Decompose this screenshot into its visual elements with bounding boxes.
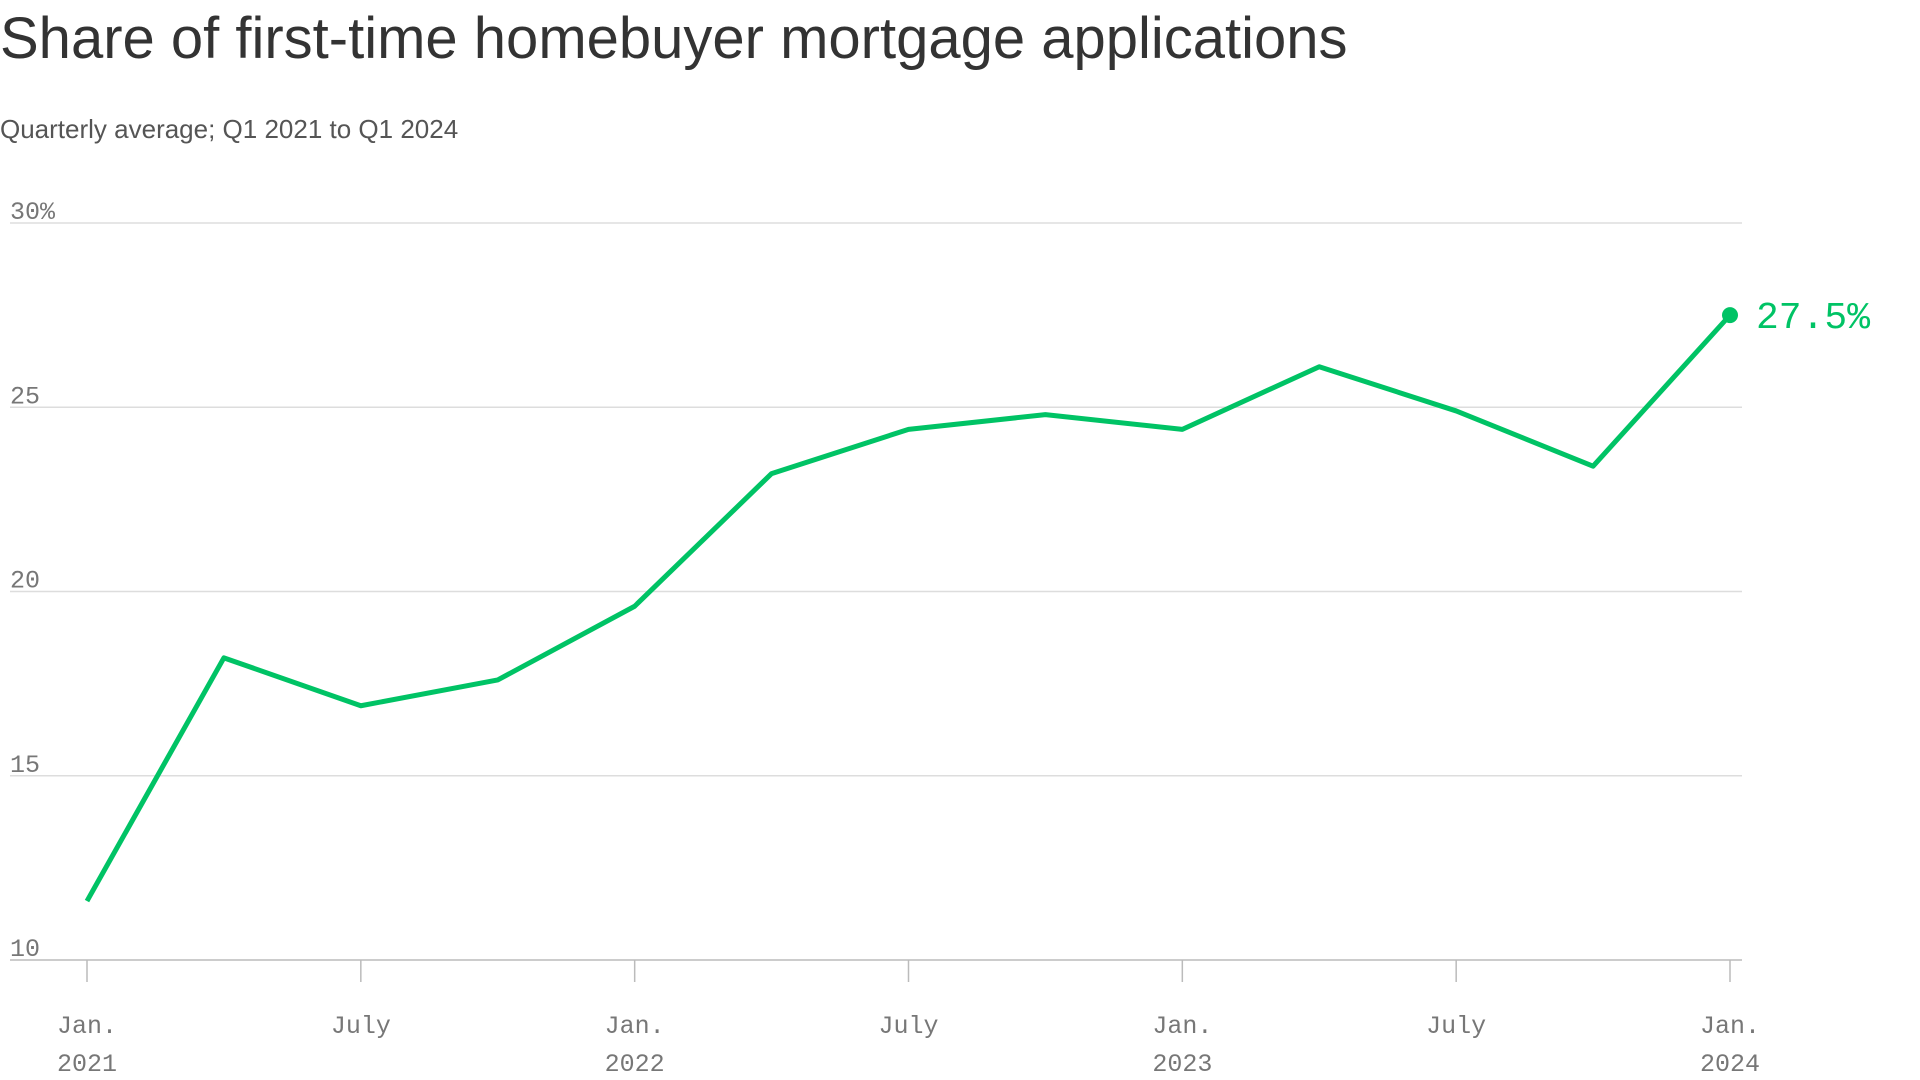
x-tick-label: Jan.: [605, 1012, 665, 1041]
line: [84, 313, 1732, 903]
y-tick-label: 25: [10, 382, 40, 411]
y-tick-label: 30%: [10, 198, 56, 227]
x-tick-label: Jan.: [1152, 1012, 1212, 1041]
chart-title: Share of first-time homebuyer mortgage a…: [0, 6, 1348, 71]
value-label: 27.5%: [1756, 297, 1870, 340]
x-tick-label: July: [1426, 1012, 1486, 1041]
x-tick-label: July: [878, 1012, 938, 1041]
x-tick-label: 2021: [57, 1050, 117, 1079]
end-point: [1722, 307, 1738, 324]
y-tick-label: 10: [10, 935, 40, 964]
chart-subtitle: Quarterly average; Q1 2021 to Q1 2024: [0, 114, 458, 144]
x-tick-label: 2023: [1152, 1050, 1212, 1079]
y-tick-label: 20: [10, 567, 40, 596]
x-tick-label: Jan.: [1700, 1012, 1760, 1041]
x-tick-label: July: [331, 1012, 391, 1041]
x-tick-label: 2022: [605, 1050, 665, 1079]
x-tick-label: 2024: [1700, 1050, 1760, 1079]
x-tick-label: Jan.: [57, 1012, 117, 1041]
y-tick-label: 15: [10, 751, 40, 780]
